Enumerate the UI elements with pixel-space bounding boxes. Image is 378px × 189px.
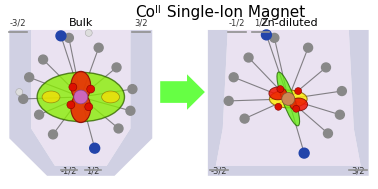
Ellipse shape <box>42 91 60 103</box>
Polygon shape <box>31 30 130 166</box>
Circle shape <box>85 29 92 36</box>
Circle shape <box>293 105 300 112</box>
Text: -3/2: -3/2 <box>10 19 26 28</box>
Text: Co: Co <box>135 5 155 20</box>
Ellipse shape <box>71 71 91 101</box>
Circle shape <box>277 86 284 93</box>
Text: -1/2: -1/2 <box>228 19 245 28</box>
Circle shape <box>85 103 93 111</box>
Text: -1/2: -1/2 <box>61 167 77 176</box>
Text: 1/2: 1/2 <box>86 167 99 176</box>
Circle shape <box>262 30 271 40</box>
Circle shape <box>35 110 43 119</box>
Ellipse shape <box>102 91 119 103</box>
Ellipse shape <box>37 72 124 122</box>
Circle shape <box>322 63 330 72</box>
Circle shape <box>87 85 95 93</box>
Circle shape <box>19 94 28 103</box>
Circle shape <box>112 63 121 72</box>
Circle shape <box>94 43 103 52</box>
Ellipse shape <box>71 93 91 123</box>
Text: 3/2: 3/2 <box>351 167 364 176</box>
FancyArrow shape <box>160 74 205 110</box>
Circle shape <box>64 33 73 42</box>
Text: Zn-diluted: Zn-diluted <box>260 18 318 28</box>
Ellipse shape <box>269 87 287 100</box>
Circle shape <box>224 96 233 105</box>
Ellipse shape <box>277 72 300 126</box>
Ellipse shape <box>270 90 307 108</box>
Circle shape <box>90 143 100 153</box>
Text: 3/2: 3/2 <box>135 19 148 28</box>
Circle shape <box>275 103 282 110</box>
Text: Single-Ion Magnet: Single-Ion Magnet <box>162 5 305 20</box>
Text: 1/2: 1/2 <box>254 19 267 28</box>
Circle shape <box>56 31 66 41</box>
Polygon shape <box>216 30 361 166</box>
Circle shape <box>128 85 137 94</box>
Text: Bulk: Bulk <box>69 18 93 28</box>
Circle shape <box>240 114 249 123</box>
Circle shape <box>282 93 295 105</box>
Circle shape <box>299 148 309 158</box>
Circle shape <box>39 55 48 64</box>
Circle shape <box>69 83 77 91</box>
Ellipse shape <box>290 98 308 111</box>
Circle shape <box>270 33 279 42</box>
Polygon shape <box>208 30 369 176</box>
Text: -3/2: -3/2 <box>211 167 227 176</box>
Circle shape <box>324 129 332 138</box>
Circle shape <box>335 110 344 119</box>
Circle shape <box>114 124 123 133</box>
Polygon shape <box>9 30 152 176</box>
Circle shape <box>338 87 346 95</box>
Circle shape <box>74 90 88 104</box>
Circle shape <box>304 43 313 52</box>
Circle shape <box>16 89 23 95</box>
Circle shape <box>25 73 34 82</box>
Text: II: II <box>155 5 161 15</box>
Circle shape <box>244 53 253 62</box>
Circle shape <box>229 73 238 82</box>
Circle shape <box>126 106 135 115</box>
Circle shape <box>295 88 302 94</box>
Circle shape <box>67 101 75 109</box>
Circle shape <box>48 130 57 139</box>
